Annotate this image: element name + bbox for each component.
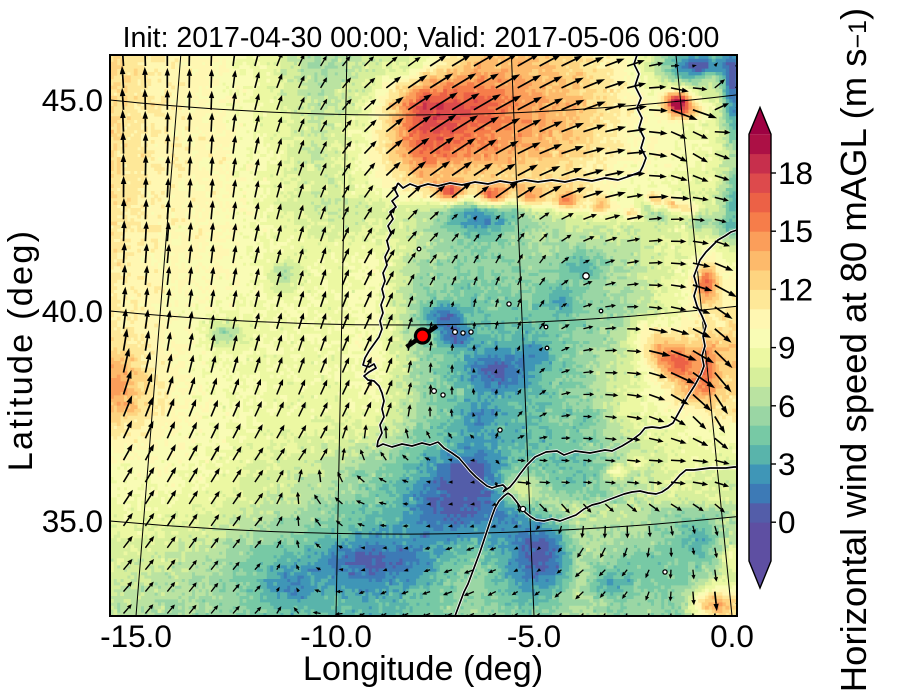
svg-text:45.0: 45.0	[42, 82, 103, 118]
svg-text:Horizontal wind speed at 80 mA: Horizontal wind speed at 80 mAGL (m s−1)	[833, 8, 874, 692]
svg-text:-10.0: -10.0	[300, 618, 372, 654]
svg-text:Latitude (deg): Latitude (deg)	[2, 229, 40, 471]
svg-text:0.0: 0.0	[710, 618, 754, 654]
svg-text:35.0: 35.0	[42, 503, 103, 539]
svg-text:-5.0: -5.0	[507, 618, 561, 654]
svg-text:Longitude (deg): Longitude (deg)	[303, 650, 543, 688]
svg-text:-15.0: -15.0	[100, 618, 172, 654]
svg-text:0: 0	[778, 504, 796, 540]
svg-text:Init: 2017-04-30 00:00; Valid:: Init: 2017-04-30 00:00; Valid: 2017-05-0…	[123, 22, 720, 54]
svg-text:12: 12	[778, 271, 813, 307]
svg-text:3: 3	[778, 446, 796, 482]
svg-text:40.0: 40.0	[42, 293, 103, 329]
svg-text:9: 9	[778, 330, 796, 366]
svg-text:15: 15	[778, 213, 813, 249]
svg-text:18: 18	[778, 155, 813, 191]
svg-text:6: 6	[778, 388, 796, 424]
